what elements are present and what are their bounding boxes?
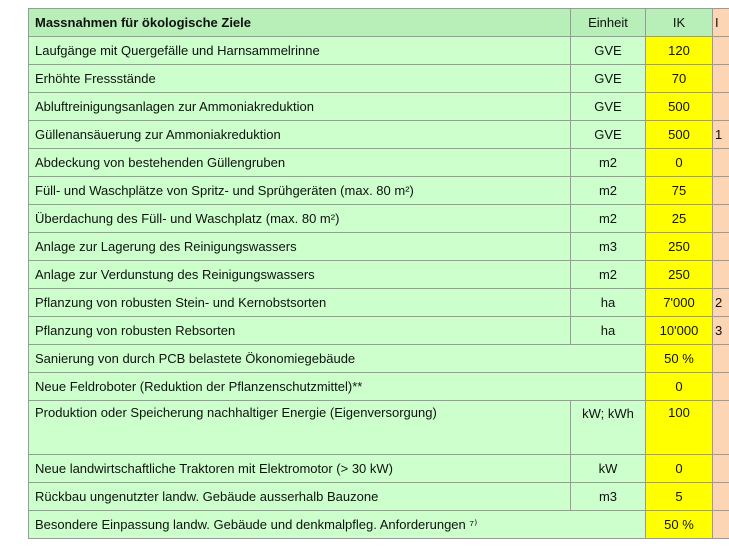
ik-cell: 25 <box>645 204 713 233</box>
unit-cell: m3 <box>570 482 646 511</box>
unit-cell: m2 <box>570 260 646 289</box>
ik-cell: 100 <box>645 400 713 455</box>
measure-label: Rückbau ungenutzter landw. Gebäude ausse… <box>28 482 571 511</box>
ik-cell: 50 % <box>645 510 713 539</box>
table-row: Abluftreinigungsanlagen zur Ammoniakredu… <box>28 92 729 121</box>
measure-label: Pflanzung von robusten Stein- und Kernob… <box>28 288 571 317</box>
header-ik: IK <box>645 8 713 37</box>
measure-label: Produktion oder Speicherung nachhaltiger… <box>28 400 571 455</box>
extra-cell <box>712 344 729 373</box>
ik-cell: 10'000 <box>645 316 713 345</box>
table-row: Besondere Einpassung landw. Gebäude und … <box>28 510 729 539</box>
table-row: Neue landwirtschaftliche Traktoren mit E… <box>28 454 729 483</box>
unit-cell: m3 <box>570 232 646 261</box>
unit-cell: m2 <box>570 204 646 233</box>
ik-cell: 70 <box>645 64 713 93</box>
unit-cell: ha <box>570 316 646 345</box>
extra-cell <box>712 36 729 65</box>
extra-cell: 1 <box>712 120 729 149</box>
table-container: Massnahmen für ökologische Ziele Einheit… <box>28 8 729 539</box>
unit-cell: m2 <box>570 176 646 205</box>
unit-cell: ha <box>570 288 646 317</box>
table-row: Erhöhte Fressstände GVE 70 <box>28 64 729 93</box>
table-row: Produktion oder Speicherung nachhaltiger… <box>28 400 729 455</box>
measure-label: Abdeckung von bestehenden Güllengruben <box>28 148 571 177</box>
extra-cell: 2 <box>712 288 729 317</box>
ik-cell: 120 <box>645 36 713 65</box>
measure-label: Erhöhte Fressstände <box>28 64 571 93</box>
table-row: Überdachung des Füll- und Waschplatz (ma… <box>28 204 729 233</box>
extra-cell <box>712 482 729 511</box>
unit-cell: m2 <box>570 148 646 177</box>
measure-label: Güllenansäuerung zur Ammoniakreduktion <box>28 120 571 149</box>
ik-cell: 0 <box>645 372 713 401</box>
extra-cell <box>712 148 729 177</box>
measure-label: Neue Feldroboter (Reduktion der Pflanzen… <box>28 372 646 401</box>
table-row: Sanierung von durch PCB belastete Ökonom… <box>28 344 729 373</box>
measures-table: Massnahmen für ökologische Ziele Einheit… <box>28 8 729 539</box>
header-extra: I <box>712 8 729 37</box>
measure-label: Besondere Einpassung landw. Gebäude und … <box>28 510 646 539</box>
header-unit: Einheit <box>570 8 646 37</box>
unit-cell: GVE <box>570 120 646 149</box>
ik-cell: 500 <box>645 92 713 121</box>
unit-cell: GVE <box>570 92 646 121</box>
table-row: Füll- und Waschplätze von Spritz- und Sp… <box>28 176 729 205</box>
ik-cell: 75 <box>645 176 713 205</box>
extra-cell <box>712 64 729 93</box>
measure-label: Sanierung von durch PCB belastete Ökonom… <box>28 344 646 373</box>
table-row: Rückbau ungenutzter landw. Gebäude ausse… <box>28 482 729 511</box>
header-title: Massnahmen für ökologische Ziele <box>28 8 571 37</box>
table-row: Anlage zur Lagerung des Reinigungswasser… <box>28 232 729 261</box>
measure-label: Überdachung des Füll- und Waschplatz (ma… <box>28 204 571 233</box>
table-row: Anlage zur Verdunstung des Reinigungswas… <box>28 260 729 289</box>
measure-label: Anlage zur Verdunstung des Reinigungswas… <box>28 260 571 289</box>
unit-cell: GVE <box>570 64 646 93</box>
extra-cell <box>712 232 729 261</box>
extra-cell <box>712 400 729 455</box>
table-row: Laufgänge mit Quergefälle und Harnsammel… <box>28 36 729 65</box>
unit-cell: kW <box>570 454 646 483</box>
ik-cell: 7'000 <box>645 288 713 317</box>
extra-cell <box>712 260 729 289</box>
ik-cell: 0 <box>645 454 713 483</box>
measure-label: Laufgänge mit Quergefälle und Harnsammel… <box>28 36 571 65</box>
measure-label: Neue landwirtschaftliche Traktoren mit E… <box>28 454 571 483</box>
extra-cell <box>712 176 729 205</box>
measure-label: Anlage zur Lagerung des Reinigungswasser… <box>28 232 571 261</box>
ik-cell: 50 % <box>645 344 713 373</box>
extra-cell <box>712 510 729 539</box>
table-row: Güllenansäuerung zur Ammoniakreduktion GV… <box>28 120 729 149</box>
unit-cell: GVE <box>570 36 646 65</box>
ik-cell: 250 <box>645 232 713 261</box>
ik-cell: 0 <box>645 148 713 177</box>
ik-cell: 5 <box>645 482 713 511</box>
extra-cell <box>712 204 729 233</box>
extra-cell: 3 <box>712 316 729 345</box>
measure-label: Abluftreinigungsanlagen zur Ammoniakredu… <box>28 92 571 121</box>
table-row: Neue Feldroboter (Reduktion der Pflanzen… <box>28 372 729 401</box>
header-row: Massnahmen für ökologische Ziele Einheit… <box>28 8 729 37</box>
ik-cell: 500 <box>645 120 713 149</box>
table-body: Massnahmen für ökologische Ziele Einheit… <box>28 8 729 539</box>
table-row: Pflanzung von robusten Rebsorten ha 10'000… <box>28 316 729 345</box>
ik-cell: 250 <box>645 260 713 289</box>
table-row: Abdeckung von bestehenden Güllengruben m2… <box>28 148 729 177</box>
table-row: Pflanzung von robusten Stein- und Kernob… <box>28 288 729 317</box>
extra-cell <box>712 454 729 483</box>
extra-cell <box>712 372 729 401</box>
unit-cell: kW; kWh <box>570 400 646 455</box>
extra-cell <box>712 92 729 121</box>
measure-label: Füll- und Waschplätze von Spritz- und Sp… <box>28 176 571 205</box>
measure-label: Pflanzung von robusten Rebsorten <box>28 316 571 345</box>
